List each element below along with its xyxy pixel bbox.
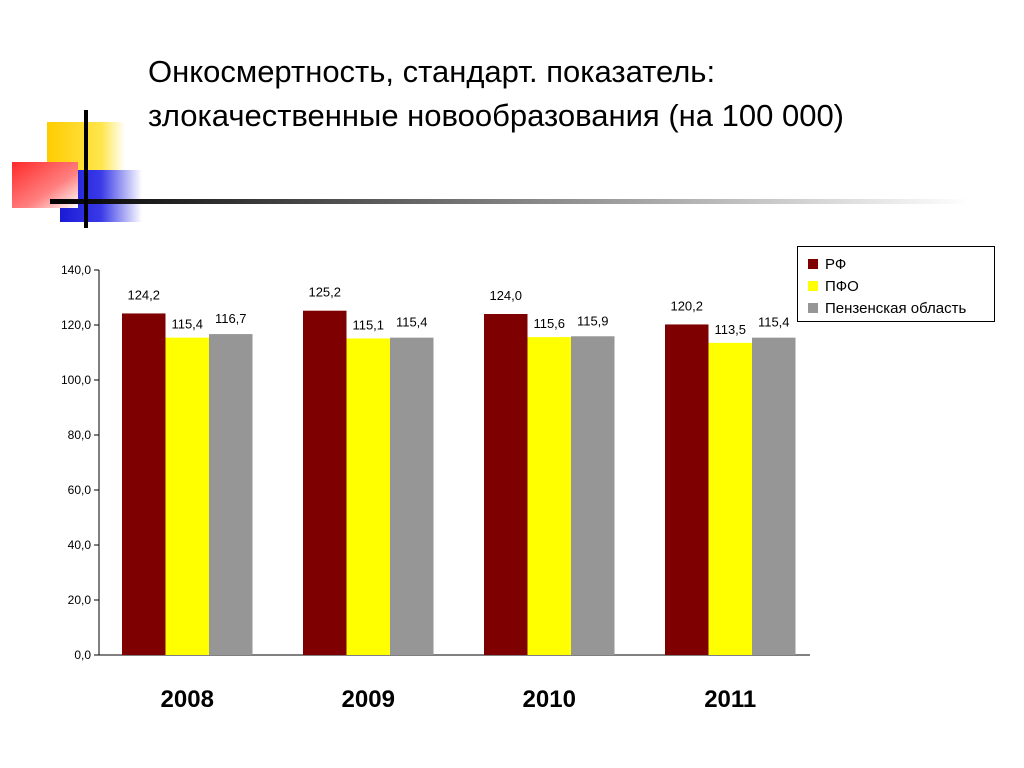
y-tick-label: 80,0 bbox=[68, 428, 92, 442]
bar bbox=[708, 342, 752, 655]
x-category-label: 2008 bbox=[161, 686, 214, 713]
data-label: 115,4 bbox=[758, 315, 790, 330]
data-label: 120,2 bbox=[670, 298, 703, 313]
bar bbox=[303, 310, 347, 655]
y-tick-label: 0,0 bbox=[74, 648, 91, 662]
legend-swatch-rf bbox=[808, 259, 818, 269]
bar bbox=[165, 337, 209, 655]
bar bbox=[665, 324, 709, 655]
x-category-label: 2009 bbox=[342, 686, 395, 713]
data-label: 113,5 bbox=[714, 322, 746, 337]
data-label: 124,2 bbox=[127, 287, 160, 302]
bar bbox=[527, 337, 571, 655]
legend-label-rf: РФ bbox=[825, 255, 847, 273]
y-tick-label: 100,0 bbox=[61, 373, 91, 387]
legend-label-penza: Пензенская область bbox=[825, 299, 967, 317]
bar bbox=[484, 314, 528, 655]
y-tick-label: 60,0 bbox=[68, 483, 92, 497]
legend-item-rf: РФ bbox=[808, 253, 994, 275]
bar bbox=[122, 313, 166, 655]
data-label: 115,6 bbox=[533, 316, 565, 331]
legend-swatch-pfo bbox=[808, 281, 818, 291]
title-line-2: злокачественные новообразования (на 100 … bbox=[148, 98, 845, 133]
bar bbox=[346, 338, 390, 655]
y-tick-label: 40,0 bbox=[68, 538, 92, 552]
y-tick-label: 120,0 bbox=[61, 318, 91, 332]
x-category-label: 2010 bbox=[523, 686, 576, 713]
bar bbox=[752, 337, 796, 655]
data-label: 115,1 bbox=[352, 317, 384, 332]
data-label: 125,2 bbox=[308, 285, 341, 300]
bar bbox=[209, 334, 253, 655]
legend-item-penza: Пензенская область bbox=[808, 297, 994, 319]
y-tick-label: 20,0 bbox=[68, 593, 92, 607]
legend-item-pfo: ПФО bbox=[808, 275, 994, 297]
data-label: 124,0 bbox=[489, 288, 522, 303]
data-label: 115,9 bbox=[577, 313, 609, 328]
data-label: 115,4 bbox=[171, 317, 203, 332]
decorative-graphic bbox=[12, 110, 970, 228]
data-label: 115,4 bbox=[396, 315, 428, 330]
bar bbox=[390, 337, 434, 655]
vertical-rule bbox=[84, 110, 88, 228]
legend-label-pfo: ПФО bbox=[825, 277, 859, 295]
data-label: 116,7 bbox=[215, 311, 247, 326]
horizontal-rule bbox=[50, 199, 970, 204]
chart-legend: РФ ПФО Пензенская область bbox=[797, 246, 995, 322]
y-tick-label: 140,0 bbox=[61, 263, 91, 277]
bar bbox=[571, 336, 615, 655]
title-line-1: Онкосмертность, стандарт. показатель: bbox=[148, 54, 716, 89]
legend-swatch-penza bbox=[808, 303, 818, 313]
slide-title: Онкосмертность, стандарт. показатель: зл… bbox=[148, 50, 1008, 138]
x-category-label: 2011 bbox=[704, 686, 756, 713]
